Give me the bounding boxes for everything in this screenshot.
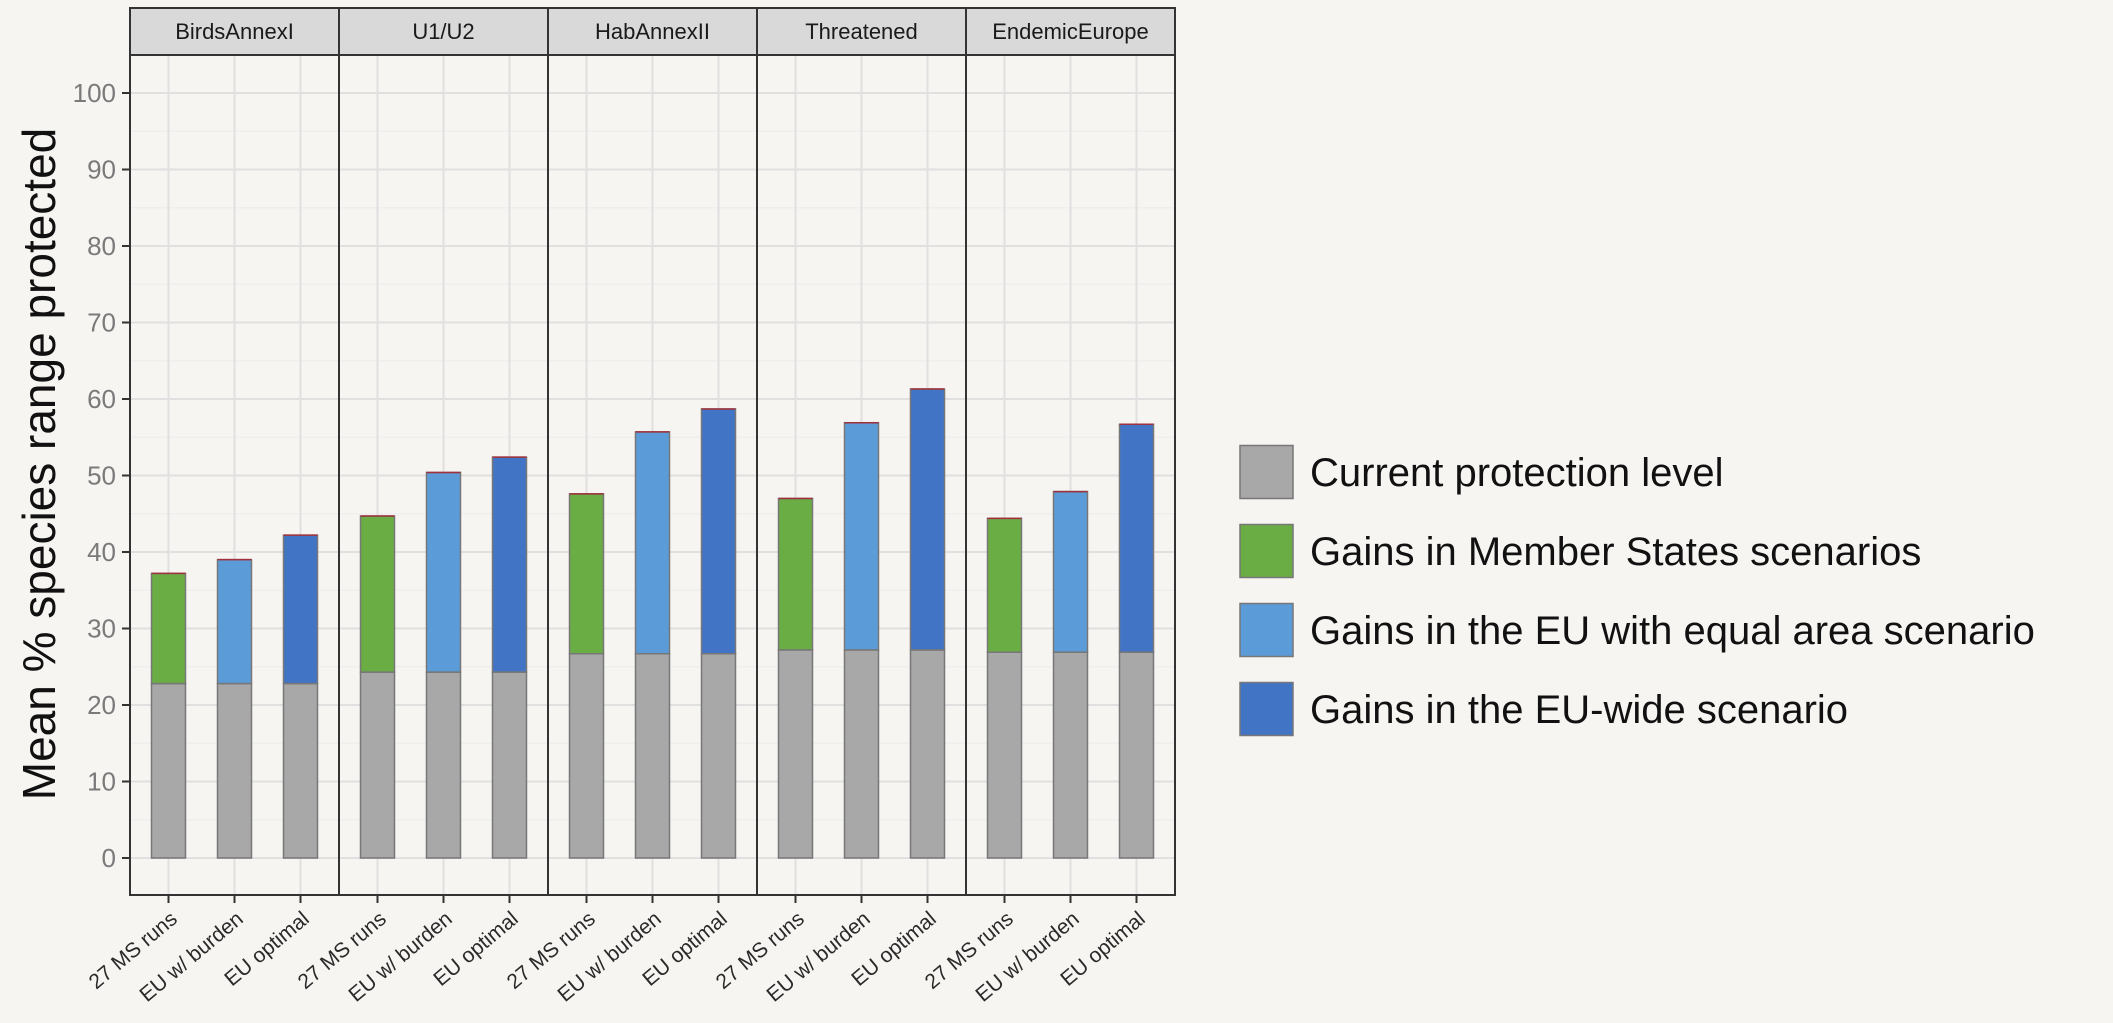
bar-current-protection (700, 652, 737, 859)
legend: Current protection level Gains in Member … (1239, 444, 2035, 737)
bar-current-protection (1052, 651, 1089, 859)
bar-gain-wide (909, 388, 946, 651)
y-tick-label: 0 (102, 843, 116, 873)
bar-current-protection (425, 671, 462, 859)
bar-gain-eq (1052, 490, 1089, 653)
bar-gain-ms (150, 572, 187, 685)
y-tick-label: 100 (73, 78, 116, 108)
bar-current-protection (777, 649, 814, 859)
y-tick-label: 70 (87, 308, 116, 338)
bar-gain-eq (634, 431, 671, 655)
bar-gain-ms (986, 517, 1023, 653)
legend-key-base (1239, 444, 1294, 500)
legend-label-wide: Gains in the EU-wide scenario (1310, 688, 1848, 732)
bar-gain-ms (777, 497, 814, 651)
bar-current-protection (843, 649, 880, 859)
y-tick-label: 60 (87, 384, 116, 414)
facet-strip-label: HabAnnexII (595, 19, 710, 44)
bar-gain-eq (425, 471, 462, 673)
bar-current-protection (634, 652, 671, 859)
bar-gain-eq (216, 558, 253, 685)
bar-gain-wide (491, 456, 528, 673)
bar-current-protection (491, 671, 528, 859)
legend-label-ms: Gains in Member States scenarios (1310, 530, 1921, 574)
y-tick-label: 80 (87, 231, 116, 261)
y-tick-label: 40 (87, 537, 116, 567)
bar-current-protection (986, 651, 1023, 859)
facet-strip (756, 7, 967, 56)
legend-key-wide (1239, 681, 1294, 737)
legend-label-base: Current protection level (1310, 451, 1724, 495)
y-tick-label: 50 (87, 461, 116, 491)
y-tick-label: 20 (87, 690, 116, 720)
legend-key-ms (1239, 523, 1294, 579)
facet-strip (965, 7, 1176, 56)
legend-key-eq (1239, 602, 1294, 658)
plot-area: BirdsAnnexI U1/U2 HabAnnexII Threatened Ende… (73, 7, 1176, 1007)
y-tick-label: 10 (87, 767, 116, 797)
bar-gain-ms (568, 493, 605, 655)
facet-strip-label: EndemicEurope (992, 19, 1149, 44)
bar-current-protection (359, 671, 396, 859)
bar-gain-ms (359, 515, 396, 673)
bar-gain-wide (1118, 423, 1155, 653)
bar-current-protection (216, 682, 253, 859)
facet-strip-label: U1/U2 (412, 19, 474, 44)
bar-gain-wide (700, 408, 737, 655)
bar-gain-eq (843, 421, 880, 651)
facet-strip (547, 7, 758, 56)
bar-current-protection (282, 682, 319, 859)
y-axis-label: Mean % species range protected (13, 128, 65, 801)
facet-strip-label: Threatened (805, 19, 918, 44)
legend-label-eq: Gains in the EU with equal area scenario (1310, 609, 2035, 653)
facet-strip (129, 7, 340, 56)
bar-current-protection (568, 652, 605, 859)
y-tick-label: 30 (87, 614, 116, 644)
bar-current-protection (150, 682, 187, 859)
y-tick-label: 90 (87, 155, 116, 185)
bar-current-protection (909, 649, 946, 859)
bar-gain-wide (282, 534, 319, 685)
facet-strip-label: BirdsAnnexI (175, 19, 294, 44)
bar-current-protection (1118, 651, 1155, 859)
